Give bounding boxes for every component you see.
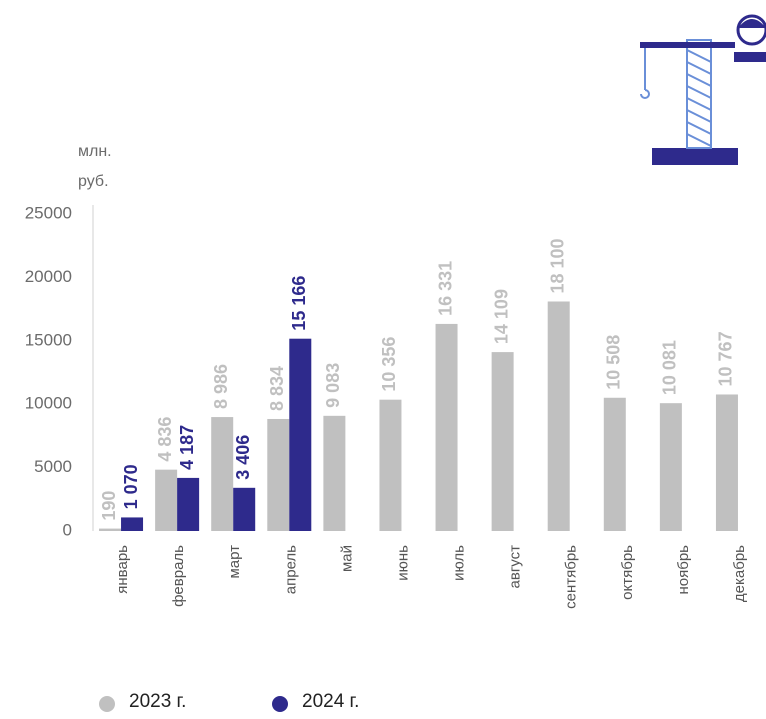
value-label: 10 508	[604, 335, 624, 390]
y-tick-label: 5000	[34, 457, 72, 476]
value-label: 3 406	[233, 435, 253, 480]
bar	[379, 399, 402, 531]
bar	[233, 487, 256, 531]
legend-marker	[272, 696, 288, 712]
value-label: 18 100	[547, 238, 567, 293]
x-tick-label: июнь	[394, 545, 411, 581]
value-label: 8 834	[267, 366, 287, 411]
value-label: 10 081	[660, 340, 680, 395]
value-label: 16 331	[435, 261, 455, 316]
bar	[267, 418, 290, 531]
y-axis-unit: руб.	[78, 173, 109, 190]
value-label: 15 166	[289, 276, 309, 331]
bar	[177, 477, 200, 531]
y-tick-label: 25000	[25, 203, 72, 222]
value-label: 1 070	[121, 464, 141, 509]
legend-marker	[99, 696, 115, 712]
y-tick-label: 20000	[25, 267, 72, 286]
x-tick-label: декабрь	[731, 545, 748, 602]
bar	[289, 338, 312, 531]
bar	[99, 528, 122, 531]
bar	[155, 469, 178, 531]
value-label: 14 109	[491, 289, 511, 344]
x-tick-label: октябрь	[619, 545, 636, 600]
y-tick-label: 0	[63, 520, 72, 539]
bar	[659, 403, 682, 531]
value-label: 4 836	[155, 417, 175, 462]
x-tick-label: февраль	[170, 545, 187, 607]
crane-icon	[640, 14, 766, 165]
value-label: 190	[99, 491, 119, 521]
value-label: 4 187	[177, 425, 197, 470]
legend-label: 2023 г.	[129, 691, 186, 712]
bar	[323, 415, 346, 531]
x-tick-label: апрель	[282, 545, 299, 594]
x-tick-label: март	[226, 545, 243, 579]
bar	[603, 397, 626, 531]
value-label: 10 767	[716, 331, 736, 386]
y-axis-unit: млн.	[78, 143, 112, 160]
x-tick-label: январь	[114, 545, 131, 594]
bar	[435, 323, 458, 531]
bar	[121, 517, 144, 531]
value-label: 9 083	[323, 363, 343, 408]
y-tick-label: 10000	[25, 394, 72, 413]
legend-label: 2024 г.	[302, 691, 359, 712]
x-tick-label: июль	[451, 545, 468, 581]
x-tick-label: ноябрь	[675, 545, 692, 595]
x-tick-label: август	[507, 545, 524, 589]
x-tick-label: сентябрь	[563, 545, 580, 609]
value-label: 10 356	[379, 337, 399, 392]
bar	[547, 301, 570, 531]
x-tick-label: май	[338, 545, 355, 572]
value-label: 8 986	[211, 364, 231, 409]
y-tick-label: 15000	[25, 330, 72, 349]
bar	[715, 394, 738, 531]
bar	[211, 417, 234, 531]
bar	[491, 352, 514, 531]
